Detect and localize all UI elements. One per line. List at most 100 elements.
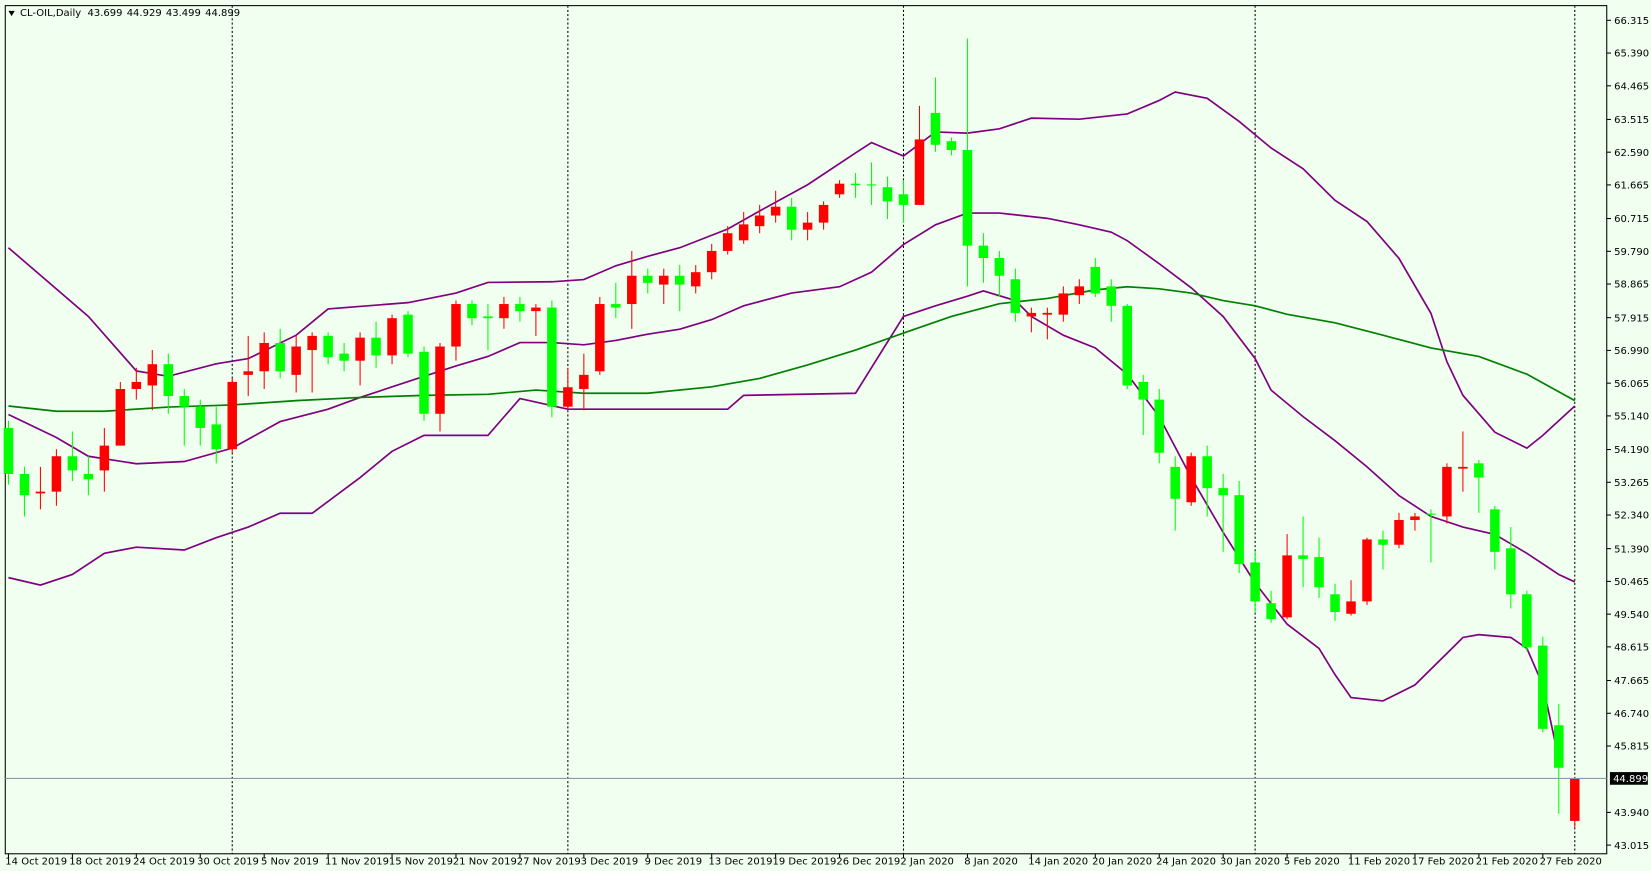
y-tick-label: 66.315: [1614, 16, 1649, 27]
y-tick-label: 60.715: [1614, 214, 1649, 225]
y-tick-label: 55.140: [1614, 412, 1649, 423]
candle-body: [1026, 312, 1037, 317]
candle-body: [706, 250, 717, 273]
candle-body: [770, 206, 781, 216]
x-tick-label: 21 Feb 2020: [1476, 856, 1538, 867]
candle-body: [834, 183, 845, 195]
candle-body: [722, 233, 733, 251]
candle-body: [1394, 519, 1404, 545]
candle-body: [659, 275, 669, 285]
candle-body: [435, 346, 445, 414]
candle-body: [1506, 548, 1516, 595]
candle-body: [1410, 516, 1420, 520]
x-tick-label: 15 Nov 2019: [389, 856, 453, 867]
candle-body: [99, 445, 110, 471]
last-price-label: 44.899: [1613, 774, 1648, 785]
candle-body: [195, 406, 205, 428]
candle-body: [690, 272, 701, 287]
candle-body: [1570, 778, 1580, 821]
menu-triangle[interactable]: [8, 10, 15, 17]
x-tick-label: 21 Nov 2019: [453, 856, 517, 867]
y-tick-label: 65.390: [1614, 49, 1649, 60]
candle-body: [866, 184, 877, 186]
y-tick-label: 54.190: [1614, 445, 1649, 456]
candle-body: [1282, 555, 1292, 618]
candle-body: [882, 187, 893, 202]
indicator-line: [8, 212, 1576, 583]
candle-body: [451, 304, 461, 347]
candle-body: [3, 427, 14, 474]
indicator-line: [8, 285, 1576, 413]
candle-body: [962, 150, 973, 246]
candle-body: [914, 139, 925, 205]
candle-body: [147, 364, 158, 386]
x-tick-label: 30 Jan 2020: [1220, 856, 1280, 867]
candle-body: [67, 456, 78, 471]
x-tick-label: 19 Dec 2019: [772, 856, 836, 867]
x-tick-label: 9 Dec 2019: [645, 856, 703, 867]
candle-body: [611, 304, 621, 308]
candle-body: [1522, 594, 1532, 648]
candle-body: [643, 275, 653, 283]
y-tick-label: 59.790: [1614, 247, 1649, 258]
candle-body: [323, 335, 333, 358]
axes: 43.015 43.940 45.815 46.740 47.665 48.615 49.5…: [5, 16, 1649, 867]
chart-title: CL-OIL,Daily: [20, 8, 81, 19]
candle-body: [387, 318, 397, 356]
header-high: 44.929: [127, 8, 162, 19]
candle-body: [1106, 286, 1117, 306]
candle-body: [1154, 399, 1164, 453]
x-tick-label: 2 Jan 2020: [900, 856, 954, 867]
candle-body: [115, 388, 126, 446]
candle-body: [483, 316, 493, 319]
x-tick-label: 14 Jan 2020: [1028, 856, 1088, 867]
candle-body: [675, 275, 685, 285]
y-tick-label: 47.665: [1614, 676, 1649, 687]
x-tick-label: 27 Feb 2020: [1540, 856, 1602, 867]
candle-body: [403, 314, 413, 354]
candle-body: [83, 473, 94, 480]
candle-body: [547, 307, 557, 407]
candle-body: [1250, 562, 1260, 602]
candle-body: [754, 215, 765, 227]
candle-body: [211, 424, 221, 450]
x-tick-label: 27 Nov 2019: [517, 856, 581, 867]
candle-body: [946, 141, 957, 151]
y-tick-label: 56.990: [1614, 346, 1649, 357]
candle-body: [515, 304, 525, 312]
x-tick-label: 3 Dec 2019: [581, 856, 639, 867]
x-tick-label: 18 Oct 2019: [69, 856, 131, 867]
candle-body: [419, 351, 429, 414]
candle-body: [1346, 601, 1356, 614]
y-tick-label: 51.390: [1614, 544, 1649, 555]
candle-body: [898, 194, 909, 205]
candle-body: [1554, 725, 1564, 768]
candle-body: [1426, 513, 1436, 515]
candle-body: [1074, 286, 1085, 296]
candle-body: [371, 337, 381, 356]
x-tick-label: 26 Dec 2019: [836, 856, 900, 867]
x-tick-label: 24 Oct 2019: [133, 856, 195, 867]
candle-body: [1442, 466, 1452, 517]
y-tick-label: 43.015: [1614, 841, 1649, 852]
y-tick-label: 58.865: [1614, 280, 1649, 291]
candle-body: [291, 346, 301, 375]
x-tick-label: 30 Oct 2019: [197, 856, 259, 867]
header-low: 43.499: [166, 8, 201, 19]
x-tick-label: 8 Jan 2020: [964, 856, 1018, 867]
x-tick-label: 5 Nov 2019: [261, 856, 319, 867]
candle-body: [1138, 381, 1148, 400]
y-tick-label: 57.915: [1614, 313, 1649, 324]
last-price-box: [1609, 772, 1648, 785]
candle-body: [1314, 557, 1324, 588]
y-tick-label: 56.065: [1614, 379, 1649, 390]
header-open: 43.699: [87, 8, 122, 19]
candle-body: [51, 456, 62, 492]
y-tick-label: 53.265: [1614, 478, 1649, 489]
y-tick-label: 63.515: [1614, 115, 1649, 126]
candle-body: [243, 371, 253, 375]
candle-body: [930, 112, 941, 145]
candle-body: [1218, 488, 1228, 496]
x-tick-label: 24 Jan 2020: [1156, 856, 1216, 867]
y-tick-label: 45.815: [1614, 742, 1649, 753]
